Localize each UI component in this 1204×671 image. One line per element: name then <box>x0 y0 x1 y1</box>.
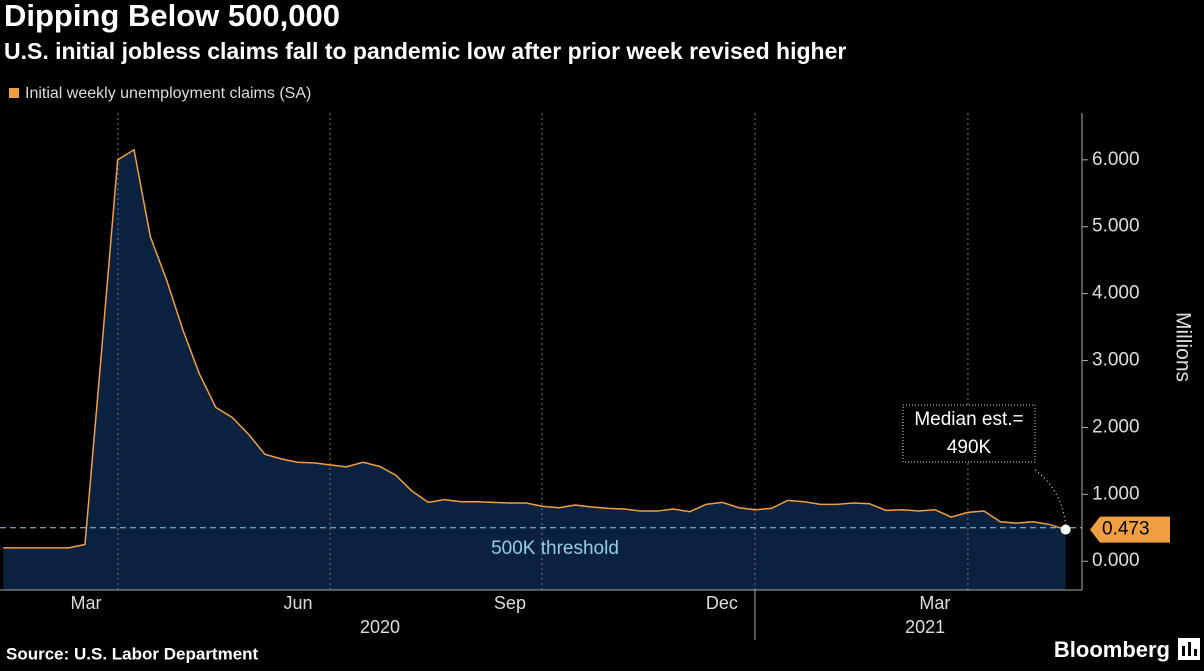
y-tick-label: 3.000 <box>1092 350 1140 371</box>
y-tick-label: 4.000 <box>1092 283 1140 304</box>
value-label: 0.473 <box>1102 519 1150 540</box>
year-label: 2021 <box>905 617 945 637</box>
source: Source: U.S. Labor Department <box>6 644 259 663</box>
annotation-text: Median est.= <box>914 409 1023 430</box>
x-tick-label: Jun <box>283 593 312 613</box>
area-fill <box>3 149 1066 590</box>
y-tick-label: 0.000 <box>1092 550 1140 571</box>
brand-icon <box>1178 638 1200 660</box>
y-tick-label: 2.000 <box>1092 416 1140 437</box>
y-tick-label: 5.000 <box>1092 216 1140 237</box>
legend-label: Initial weekly unemployment claims (SA) <box>25 85 311 102</box>
y-axis-label: Millions <box>1171 312 1194 382</box>
threshold-label: 500K threshold <box>491 538 619 559</box>
last-point <box>1060 524 1071 535</box>
chart-subtitle: U.S. initial jobless claims fall to pand… <box>4 38 846 64</box>
x-tick-label: Mar <box>70 593 101 613</box>
annotation-box <box>902 404 1036 463</box>
x-tick-label: Dec <box>706 593 738 613</box>
x-tick-label: Mar <box>919 593 950 613</box>
chart-title: Dipping Below 500,000 <box>4 0 340 33</box>
brand: Bloomberg <box>1054 637 1170 662</box>
y-tick-label: 6.000 <box>1092 149 1140 170</box>
y-tick-label: 1.000 <box>1092 483 1140 504</box>
data-line <box>3 148 1066 549</box>
legend-swatch <box>9 88 19 98</box>
annotation-text: 490K <box>947 437 992 458</box>
value-label-box <box>1090 516 1170 543</box>
x-tick-label: Sep <box>494 593 526 613</box>
annotation-connector <box>1034 469 1067 526</box>
year-label: 2020 <box>360 617 400 637</box>
